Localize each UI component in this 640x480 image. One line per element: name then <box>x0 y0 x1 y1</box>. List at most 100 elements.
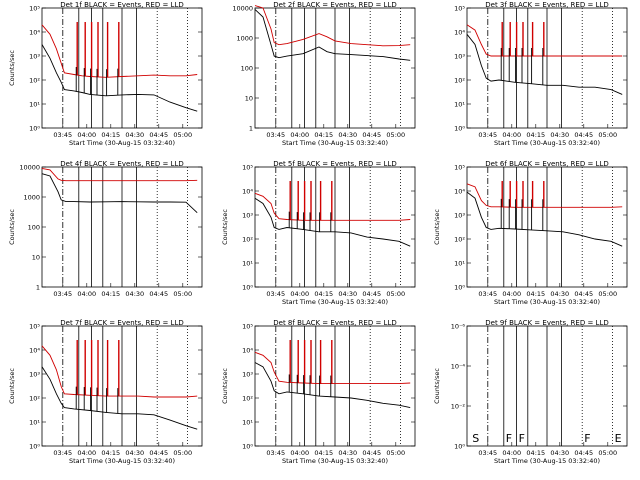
y-tick-label: 10⁴ <box>29 29 40 37</box>
y-tick-label: 10⁵ <box>242 164 253 172</box>
y-tick-label: 10³ <box>29 371 40 379</box>
x-tick-label: 03:45 <box>266 290 285 298</box>
series-events <box>466 191 623 247</box>
panel-det-3: Det 3f BLACK = Events, RED = LLD 10⁰ 10¹ 10… <box>454 1 628 147</box>
y-tick-label: 10⁴ <box>454 188 465 196</box>
series-events <box>41 366 198 430</box>
y-tick-label: 10¹ <box>242 419 253 427</box>
panel-det-2: Det 2f BLACK = Events, RED = LLD 1 10 100 10… <box>232 1 416 147</box>
series-lld <box>254 5 411 47</box>
series-lld <box>254 192 411 221</box>
y-tick-label: 10² <box>29 395 40 403</box>
panel-title: Det 8f BLACK = Events, RED = LLD <box>273 319 396 327</box>
x-tick-label: 03:45 <box>53 131 72 139</box>
y-tick-label: 10³ <box>29 53 40 61</box>
panel-title: Det 1f BLACK = Events, RED = LLD <box>60 1 183 9</box>
x-axis-label: Start Time (30-Aug-15 03:32:40) <box>69 139 175 147</box>
y-tick-label: 10¹ <box>242 260 253 268</box>
y-tick-label: 10⁰ <box>29 443 40 451</box>
x-axis-label: Start Time (30-Aug-15 03:32:40) <box>494 298 600 306</box>
y-axis-label: Counts/sec <box>8 50 16 86</box>
x-axis-label: Start Time (30-Aug-15 03:32:40) <box>69 457 175 465</box>
x-tick-label: 04:30 <box>125 449 144 457</box>
panel-det-8: Det 8f BLACK = Events, RED = LLD 10⁰ 10¹ 10… <box>221 319 416 465</box>
y-tick-label: 10000 <box>19 164 40 172</box>
x-tick-label: 05:00 <box>386 131 405 139</box>
panel-title: Det 7f BLACK = Events, RED = LLD <box>60 319 183 327</box>
x-tick-label: 04:15 <box>526 449 545 457</box>
panel-det-7: Det 7f BLACK = Events, RED = LLD 10⁰ 10¹ 10… <box>8 319 203 465</box>
marker-letter: F <box>506 432 512 445</box>
x-tick-label: 04:00 <box>77 449 96 457</box>
x-tick-label: 04:00 <box>77 131 96 139</box>
x-tick-label: 04:30 <box>125 131 144 139</box>
y-axis-label: Counts/sec <box>433 368 441 404</box>
y-tick-label: 1 <box>36 284 40 292</box>
y-tick-label: 10⁰ <box>454 125 465 133</box>
y-tick-label: 10⁵ <box>454 5 465 13</box>
y-tick-label: 10² <box>242 395 253 403</box>
panel-title: Det 4f BLACK = Events, RED = LLD <box>60 160 183 168</box>
series-lld <box>254 351 411 385</box>
series-events <box>41 173 198 214</box>
x-tick-label: 03:45 <box>478 131 497 139</box>
x-tick-label: 05:00 <box>598 449 617 457</box>
y-tick-label: 10⁰ <box>454 284 465 292</box>
x-tick-label: 05:00 <box>173 290 192 298</box>
x-tick-label: 04:15 <box>314 131 333 139</box>
x-tick-label: 04:15 <box>101 131 120 139</box>
series-lld <box>41 167 198 182</box>
x-tick-label: 03:45 <box>478 449 497 457</box>
y-tick-label: 10² <box>242 236 253 244</box>
x-tick-label: 04:45 <box>149 131 168 139</box>
y-tick-label: 10⁵ <box>29 5 40 13</box>
panel-det-5: Det 5f BLACK = Events, RED = LLD 10⁰ 10¹ 10… <box>221 160 416 306</box>
x-tick-label: 04:00 <box>502 449 521 457</box>
x-tick-label: 05:00 <box>598 131 617 139</box>
x-tick-label: 04:00 <box>502 290 521 298</box>
y-tick-label: 10¹ <box>454 101 465 109</box>
y-tick-label: 10¹ <box>454 260 465 268</box>
y-tick-label: 10⁵ <box>242 323 253 331</box>
x-tick-label: 04:45 <box>574 290 593 298</box>
x-tick-label: 04:30 <box>550 290 569 298</box>
panel-title: Det 9f BLACK = Events, RED = LLD <box>485 319 608 327</box>
marker-letter: S <box>472 432 479 445</box>
y-tick-label: 10⁻² <box>451 403 466 411</box>
x-tick-label: 04:45 <box>149 290 168 298</box>
y-tick-label: 10⁴ <box>454 29 465 37</box>
marker-letter: E <box>615 432 622 445</box>
x-tick-label: 04:45 <box>362 449 381 457</box>
x-tick-label: 04:00 <box>290 290 309 298</box>
y-tick-label: 100 <box>241 65 253 73</box>
panel-det-4: Det 4f BLACK = Events, RED = LLD 1 10 100 10… <box>8 160 203 298</box>
series-lld <box>41 24 198 78</box>
x-tick-label: 03:45 <box>478 290 497 298</box>
y-tick-label: 10⁴ <box>242 347 253 355</box>
x-tick-label: 04:45 <box>149 449 168 457</box>
x-tick-label: 04:15 <box>526 131 545 139</box>
x-tick-label: 03:45 <box>266 131 285 139</box>
x-tick-label: 04:15 <box>101 290 120 298</box>
x-axis-label: Start Time (30-Aug-15 03:32:40) <box>282 298 388 306</box>
y-tick-label: 10⁻⁴ <box>451 363 466 371</box>
x-tick-label: 04:15 <box>101 449 120 457</box>
x-axis-label: Start Time (30-Aug-15 03:32:40) <box>282 139 388 147</box>
x-tick-label: 05:00 <box>598 290 617 298</box>
y-axis-label: Counts/sec <box>221 368 229 404</box>
x-tick-label: 04:30 <box>338 449 357 457</box>
y-tick-label: 10¹ <box>29 419 40 427</box>
panel-det-6: Det 6f BLACK = Events, RED = LLD 10⁰ 10¹ 10… <box>433 160 628 306</box>
y-tick-label: 100 <box>28 224 40 232</box>
y-tick-label: 10⁰ <box>454 443 465 451</box>
x-axis-label: Start Time (30-Aug-15 03:32:40) <box>282 457 388 465</box>
y-tick-label: 10⁴ <box>242 188 253 196</box>
x-tick-label: 04:45 <box>574 131 593 139</box>
y-axis-label: Counts/sec <box>433 209 441 245</box>
panel-title: Det 2f BLACK = Events, RED = LLD <box>273 1 396 9</box>
y-tick-label: 10² <box>29 77 40 85</box>
x-axis-label: Start Time (30-Aug-15 03:32:40) <box>494 457 600 465</box>
x-axis-label: Start Time (30-Aug-15 03:32:40) <box>494 139 600 147</box>
x-tick-label: 03:45 <box>266 449 285 457</box>
